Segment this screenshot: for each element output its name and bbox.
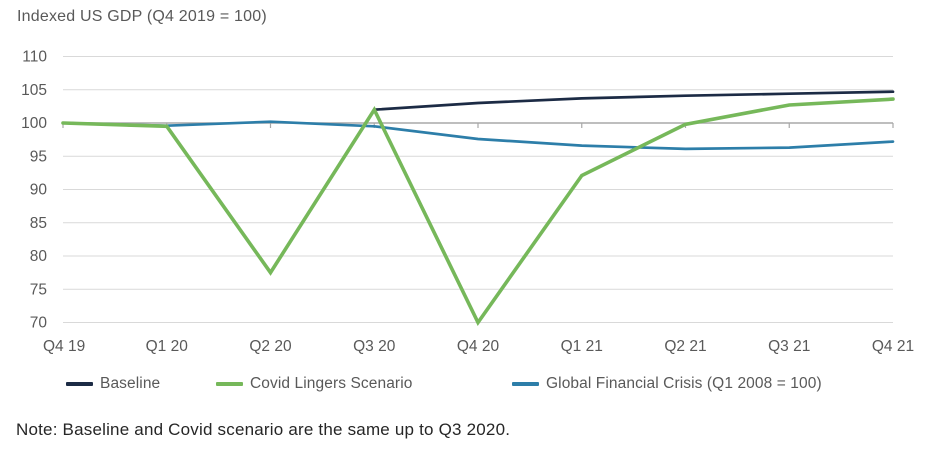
- legend-label: Global Financial Crisis (Q1 2008 = 100): [546, 375, 822, 392]
- x-tick-label: Q2 20: [249, 338, 292, 355]
- covid-lingers-line-swatch: [216, 382, 243, 386]
- x-tick-label: Q2 21: [664, 338, 706, 355]
- legend-item-covid-lingers: Covid Lingers Scenario: [216, 373, 412, 395]
- chart-note: Note: Baseline and Covid scenario are th…: [16, 420, 511, 439]
- legend-item-gfc: Global Financial Crisis (Q1 2008 = 100): [512, 373, 822, 395]
- y-tick-label: 95: [30, 148, 47, 165]
- legend-label: Baseline: [100, 375, 161, 392]
- x-tick-label: Q1 21: [561, 338, 603, 355]
- gfc-series-line: [61, 120, 895, 151]
- gdp-line-chart: 110 105 100 95 90 85 80 75 70 Q4 19 Q1 20 Q2 20 Q3 2…: [21, 49, 914, 356]
- y-tick-label: 105: [21, 82, 47, 99]
- baseline-series-line: [61, 90, 895, 276]
- legend-label: Covid Lingers Scenario: [250, 375, 413, 392]
- y-tick-label: 90: [30, 182, 48, 199]
- covid-lingers-series-line: [61, 97, 895, 327]
- y-tick-label: 75: [30, 281, 47, 298]
- y-tick-label: 110: [22, 49, 47, 66]
- chart-legend: Baseline Covid Lingers Scenario Global F…: [0, 373, 935, 395]
- y-tick-label: 70: [30, 315, 48, 332]
- legend-item-baseline: Baseline: [66, 373, 160, 395]
- y-tick-label: 85: [30, 215, 47, 232]
- x-tick-label: Q4 19: [43, 338, 85, 355]
- chart-title: Indexed US GDP (Q4 2019 = 100): [17, 8, 267, 25]
- gfc-line-swatch: [512, 382, 539, 386]
- x-tick-label: Q3 21: [768, 338, 810, 355]
- baseline-line-swatch: [66, 382, 93, 386]
- x-tick-label: Q1 20: [146, 338, 189, 355]
- x-tick-label: Q4 20: [457, 338, 500, 355]
- x-tick-label: Q3 20: [353, 338, 396, 355]
- x-tick-label: Q4 21: [872, 338, 914, 355]
- y-tick-label: 100: [21, 115, 47, 132]
- y-tick-label: 80: [30, 248, 48, 265]
